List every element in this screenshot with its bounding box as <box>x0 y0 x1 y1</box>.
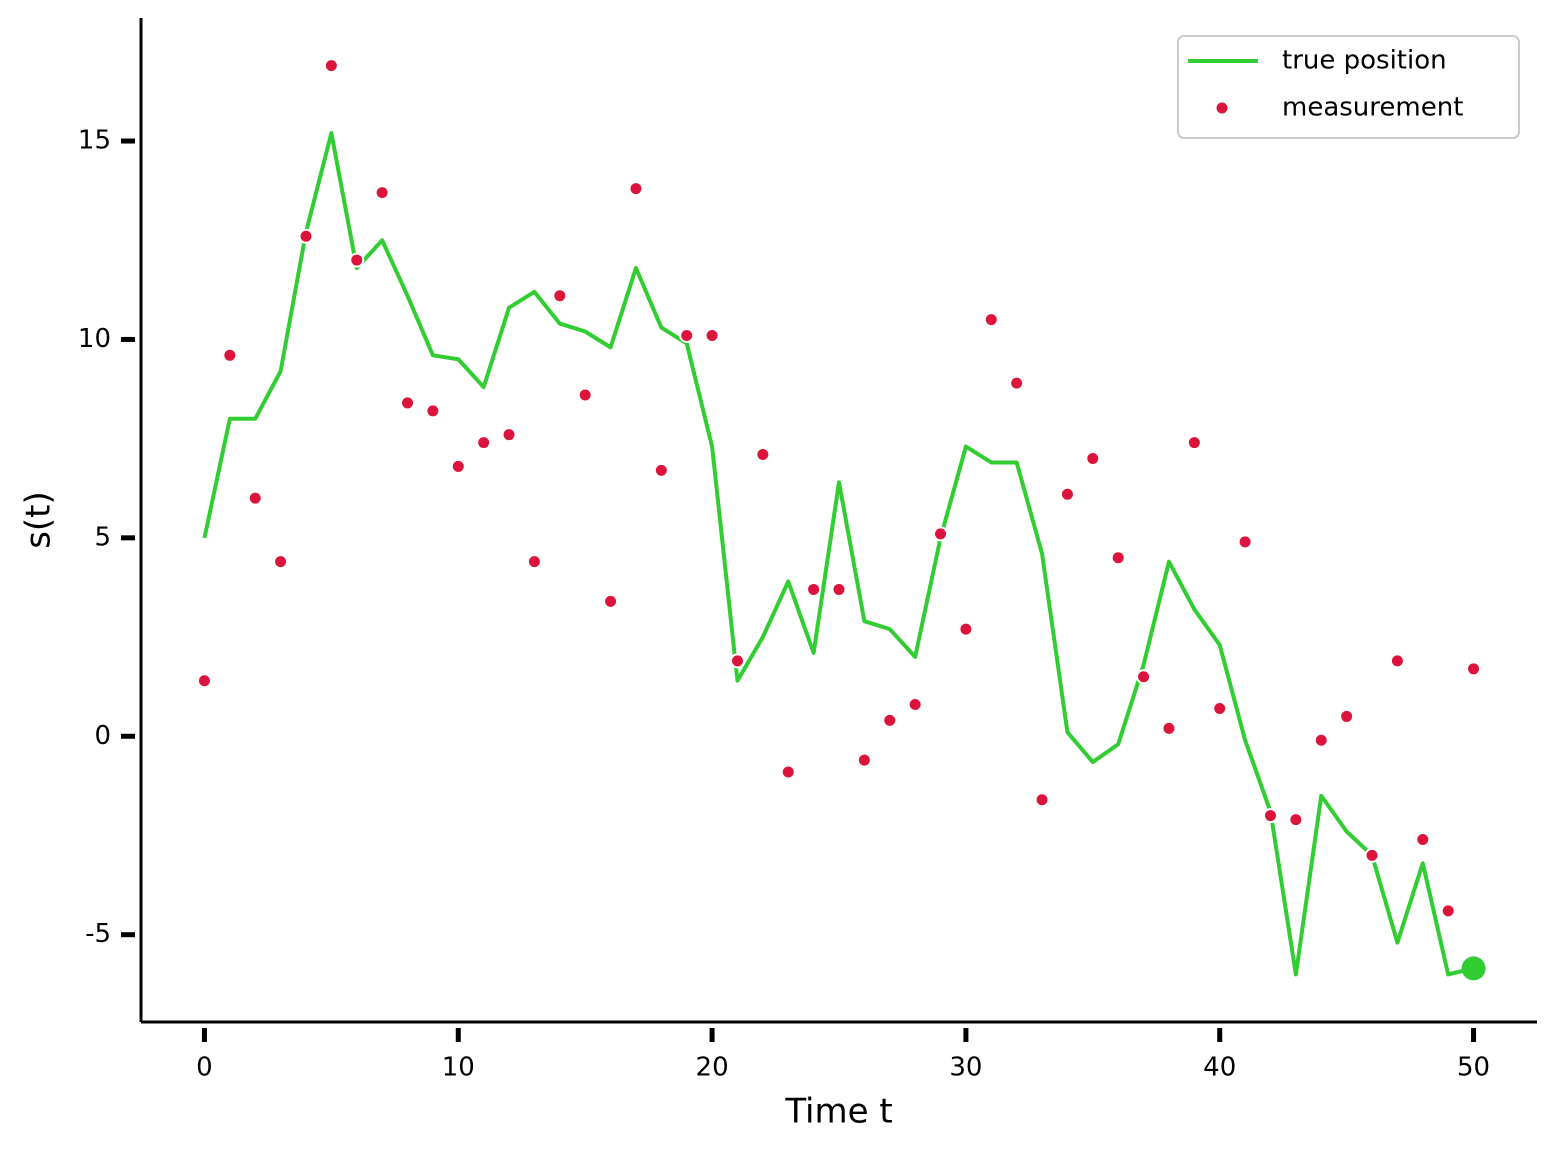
point <box>704 327 720 343</box>
point <box>1186 435 1202 451</box>
y-tick-label: 15 <box>78 126 111 156</box>
point <box>729 653 745 669</box>
y-tick-label: 0 <box>94 721 111 751</box>
y-tick-label: 10 <box>78 324 111 354</box>
point <box>882 712 898 728</box>
point <box>374 185 390 201</box>
point <box>628 181 644 197</box>
point <box>1009 375 1025 391</box>
legend-label: measurement <box>1282 93 1463 123</box>
x-tick-label: 40 <box>1203 1053 1236 1083</box>
point <box>1237 534 1253 550</box>
point <box>1440 903 1456 919</box>
point <box>400 395 416 411</box>
x-tick-label: 50 <box>1457 1053 1490 1083</box>
point <box>1161 720 1177 736</box>
x-tick-label: 0 <box>196 1053 213 1083</box>
point <box>1339 708 1355 724</box>
point <box>577 387 593 403</box>
point <box>679 327 695 343</box>
point <box>425 403 441 419</box>
line <box>202 131 1475 977</box>
point <box>1110 550 1126 566</box>
point <box>552 288 568 304</box>
point <box>476 435 492 451</box>
point <box>1212 700 1228 716</box>
point <box>755 447 771 463</box>
point <box>247 490 263 506</box>
point <box>1466 661 1482 677</box>
point <box>323 58 339 74</box>
point <box>1059 486 1075 502</box>
point <box>1313 732 1329 748</box>
point <box>1034 792 1050 808</box>
point <box>831 581 847 597</box>
legend-swatch <box>1214 100 1230 116</box>
x-tick-label: 20 <box>696 1053 729 1083</box>
point <box>907 697 923 713</box>
point <box>349 252 365 268</box>
point <box>958 621 974 637</box>
point <box>806 581 822 597</box>
legend-box <box>1177 35 1520 139</box>
y-axis-label: s(t) <box>19 491 59 549</box>
legend-label: true position <box>1282 46 1447 76</box>
end-point <box>1461 956 1486 981</box>
point <box>196 673 212 689</box>
point <box>1136 669 1152 685</box>
point <box>298 228 314 244</box>
point <box>273 554 289 570</box>
point <box>856 752 872 768</box>
point <box>1389 653 1405 669</box>
point <box>1364 847 1380 863</box>
x-axis-label: Time t <box>784 1092 892 1132</box>
y-tick-label: 5 <box>94 522 111 552</box>
x-tick-label: 30 <box>949 1053 982 1083</box>
point <box>653 462 669 478</box>
point <box>983 312 999 328</box>
point <box>603 593 619 609</box>
x-tick-label: 10 <box>442 1053 475 1083</box>
point <box>780 764 796 780</box>
point <box>933 526 949 542</box>
point <box>526 554 542 570</box>
point <box>1288 812 1304 828</box>
point <box>1262 808 1278 824</box>
point <box>1085 450 1101 466</box>
point <box>222 347 238 363</box>
point <box>450 458 466 474</box>
y-tick-label: -5 <box>85 919 111 949</box>
point <box>501 427 517 443</box>
point <box>1415 831 1431 847</box>
